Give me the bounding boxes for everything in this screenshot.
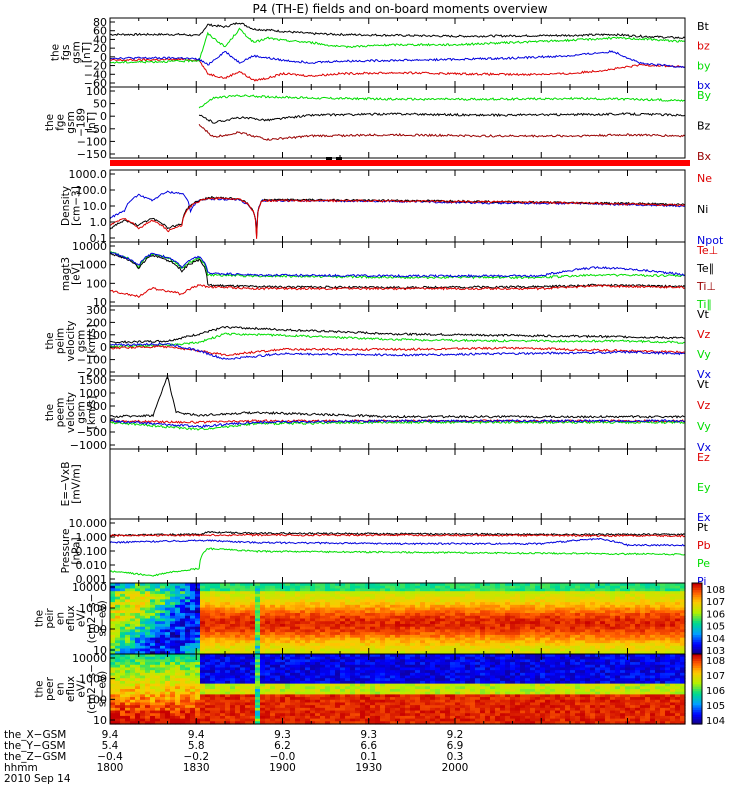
colorbar-label: 107	[706, 597, 725, 608]
legend-entry: Bz	[697, 120, 711, 133]
plot-area	[110, 170, 685, 242]
panel-peir_eflux: 10810710610510410310000100010010thepeire…	[34, 581, 726, 657]
y-tick-label: 10000	[72, 240, 107, 253]
plot-area	[110, 87, 685, 158]
plot-area	[110, 242, 685, 306]
legend-entry: Vz	[697, 328, 711, 341]
y-axis-label-line: sr−eV)	[97, 600, 109, 636]
y-axis-label: Density[cm−3]	[60, 186, 83, 226]
legend-entry: Ni	[697, 203, 708, 216]
legend-entry: Pe	[697, 557, 710, 570]
y-axis-label-line: [nPa]	[70, 537, 82, 564]
panel-peem_velocity: 150010005000−500−1000thepeemvelocitygsm[…	[44, 374, 712, 454]
legend-entry: Pt	[697, 521, 709, 534]
y-axis-label-line: [eV]	[70, 263, 82, 285]
plot-area	[110, 376, 685, 449]
y-tick-label: 100	[86, 85, 107, 98]
legend-entry: Ti⊥	[696, 280, 716, 293]
y-tick-label: 1000	[79, 259, 107, 272]
legend-entry: Bt	[697, 20, 710, 33]
legend-entry: Vz	[697, 399, 711, 412]
y-tick-label: 300	[86, 304, 107, 317]
y-tick-label: −150	[77, 148, 107, 161]
legend-entry: Te∥	[696, 262, 714, 275]
panel-peim_velocity: 3002001000−100−200thepeimvelocitygsm[km/…	[44, 304, 712, 381]
legend-entry: Vy	[697, 348, 711, 361]
legend-entry: Te⊥	[696, 244, 718, 257]
y-tick-label: 1000.0	[69, 168, 108, 181]
y-axis-label-line: [nT]	[86, 112, 98, 133]
panels-group: 806040200−20−40−60thefgsgsm[nT]Btbzbybx1…	[34, 16, 726, 727]
colorbar-label: 104	[706, 634, 725, 645]
y-axis-label-line: [km/s]	[86, 324, 98, 358]
legend-entry: Bx	[697, 150, 712, 163]
y-tick-label: 50	[93, 98, 107, 111]
colorbar-label: 105	[706, 622, 725, 633]
legend-entry: Vt	[697, 378, 710, 391]
plot-area	[110, 449, 685, 519]
y-tick-label: −1000	[70, 439, 107, 452]
y-tick-label: 10.000	[69, 517, 108, 530]
panel-peer_eflux: 10810710610510410000100010010thepeerenef…	[34, 652, 726, 727]
legend-entry: by	[697, 59, 711, 72]
y-tick-label: 0	[100, 341, 107, 354]
legend-entry: Vt	[697, 308, 710, 321]
y-tick-label: 1500	[79, 374, 107, 387]
y-tick-label: 100	[86, 277, 107, 290]
legend-entry: By	[697, 89, 712, 102]
y-tick-label: 10.0	[83, 200, 108, 213]
panel-pressure: 10.0001.0000.1000.0100.001Pressure[nPa]P…	[60, 517, 711, 588]
legend-entry: Ey	[697, 481, 711, 494]
legend-entry: Ne	[697, 172, 712, 185]
plot-area	[110, 519, 685, 583]
y-tick-label: 10000	[72, 581, 107, 594]
y-tick-label: 0	[100, 413, 107, 426]
legend-entry: bz	[697, 40, 710, 53]
legend-entry: Vy	[697, 420, 711, 433]
legend-entry: Ez	[697, 451, 710, 464]
legend-entry: Pb	[697, 539, 711, 552]
chart-title: P4 (TH-E) fields and on-board moments ov…	[252, 2, 547, 16]
y-axis-label-line: [mV/m]	[70, 464, 82, 503]
y-axis-label-line: [cm−3]	[70, 186, 82, 226]
panel-density: 1000.0100.010.01.00.1Density[cm−3]NeNiNp…	[60, 168, 724, 247]
colorbar-label: 108	[706, 585, 725, 596]
y-tick-label: 1.0	[90, 216, 108, 229]
y-axis-label-line: [km/s]	[86, 396, 98, 430]
colorbar-label: 106	[706, 609, 725, 620]
y-axis-label: E=−VxB[mV/m]	[60, 462, 83, 507]
y-axis-label-line: [nT]	[81, 42, 93, 63]
y-tick-label: 0	[100, 110, 107, 123]
